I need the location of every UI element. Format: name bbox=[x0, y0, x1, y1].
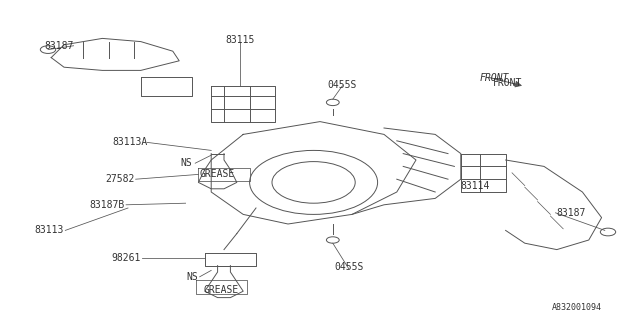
Text: 83115: 83115 bbox=[225, 35, 255, 45]
Text: 0455S: 0455S bbox=[334, 262, 364, 272]
Text: 83187: 83187 bbox=[44, 41, 74, 52]
Text: FRONT: FRONT bbox=[493, 78, 522, 88]
Text: NS: NS bbox=[187, 272, 198, 282]
Text: 0455S: 0455S bbox=[328, 80, 357, 90]
Text: 83187B: 83187B bbox=[90, 200, 125, 210]
Text: 83113: 83113 bbox=[35, 225, 64, 236]
Text: 27582: 27582 bbox=[105, 174, 134, 184]
Text: A832001094: A832001094 bbox=[552, 303, 602, 312]
Text: NS: NS bbox=[180, 158, 192, 168]
Text: 98261: 98261 bbox=[111, 252, 141, 263]
Text: 83114: 83114 bbox=[461, 180, 490, 191]
Text: GREASE: GREASE bbox=[203, 284, 239, 295]
Text: FRONT: FRONT bbox=[480, 73, 509, 84]
Text: GREASE: GREASE bbox=[200, 169, 236, 180]
Text: 83113A: 83113A bbox=[112, 137, 147, 148]
Text: 83187: 83187 bbox=[557, 208, 586, 218]
